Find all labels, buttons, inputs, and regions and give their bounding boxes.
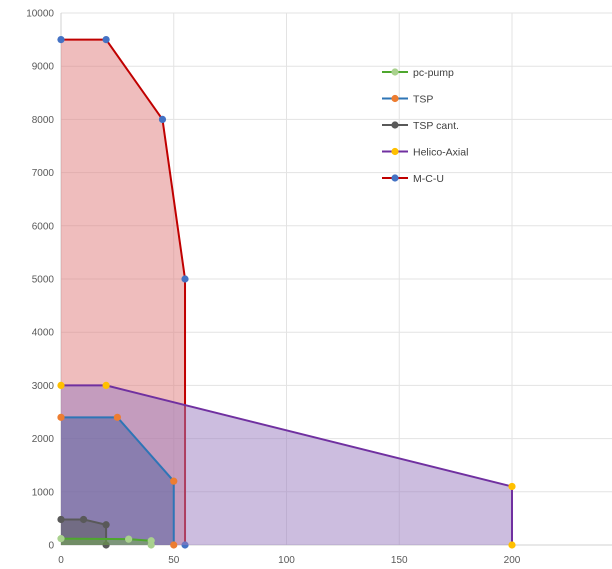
- series-line-helico-axial: [61, 384, 513, 545]
- legend-label: TSP: [413, 93, 433, 105]
- data-point: [57, 535, 65, 543]
- data-point: [102, 36, 110, 44]
- y-tick-label: 0: [48, 541, 54, 552]
- x-tick-label: 0: [58, 555, 64, 566]
- y-tick-label: 1000: [32, 487, 55, 498]
- data-point: [508, 482, 516, 491]
- legend-label: pc-pump: [413, 67, 454, 79]
- y-tick-label: 7000: [32, 168, 55, 179]
- y-tick-label: 5000: [32, 275, 55, 286]
- y-tick-label: 3000: [32, 381, 55, 392]
- data-point: [57, 381, 65, 389]
- series-pc-pump: [57, 535, 155, 549]
- plot-area: [57, 36, 516, 549]
- data-point: [79, 515, 88, 524]
- legend-marker: [391, 121, 399, 129]
- data-point: [125, 535, 133, 543]
- data-point: [57, 36, 65, 44]
- legend-label: Helico-Axial: [413, 146, 468, 158]
- series-tsp: [57, 413, 178, 549]
- legend-item-tsp: TSP: [382, 93, 433, 105]
- data-point: [170, 477, 178, 485]
- x-tick-label: 100: [278, 555, 295, 566]
- data-point: [57, 413, 65, 421]
- data-point: [170, 541, 178, 549]
- y-tick-label: 9000: [32, 62, 55, 73]
- data-point: [102, 521, 110, 529]
- data-point: [181, 275, 189, 283]
- data-point: [158, 115, 167, 123]
- legend-item-m-c-u: M-C-U: [382, 173, 444, 185]
- y-tick-label: 10000: [26, 9, 54, 20]
- legend-label: TSP cant.: [413, 120, 459, 132]
- data-point: [102, 381, 110, 389]
- axis-tick-labels: 0100020003000400050006000700080009000100…: [26, 9, 521, 567]
- legend-item-pc-pump: pc-pump: [382, 67, 454, 79]
- y-tick-label: 8000: [32, 115, 55, 126]
- data-point: [57, 515, 65, 524]
- legend-marker: [391, 94, 399, 103]
- legend-marker: [391, 68, 399, 76]
- x-tick-label: 50: [168, 555, 180, 566]
- data-point: [508, 541, 516, 549]
- y-tick-label: 4000: [32, 328, 55, 339]
- data-point: [147, 541, 155, 549]
- x-tick-label: 150: [391, 555, 408, 566]
- legend-item-helico-axial: Helico-Axial: [382, 146, 468, 158]
- x-tick-label: 200: [504, 555, 521, 566]
- legend-item-tsp-cant: TSP cant.: [382, 120, 459, 132]
- legend-marker: [391, 174, 399, 182]
- area-fill-tsp: [61, 417, 174, 545]
- legend-label: M-C-U: [413, 173, 444, 185]
- legend-marker: [391, 147, 399, 156]
- series-line-tsp-cant: [61, 518, 108, 545]
- data-point: [113, 413, 121, 421]
- y-tick-label: 6000: [32, 221, 55, 232]
- y-tick-label: 2000: [32, 434, 55, 445]
- legend: pc-pump TSP TSP cant. Helico-Axial M-C-U: [382, 67, 468, 185]
- series-line-tsp: [61, 416, 175, 545]
